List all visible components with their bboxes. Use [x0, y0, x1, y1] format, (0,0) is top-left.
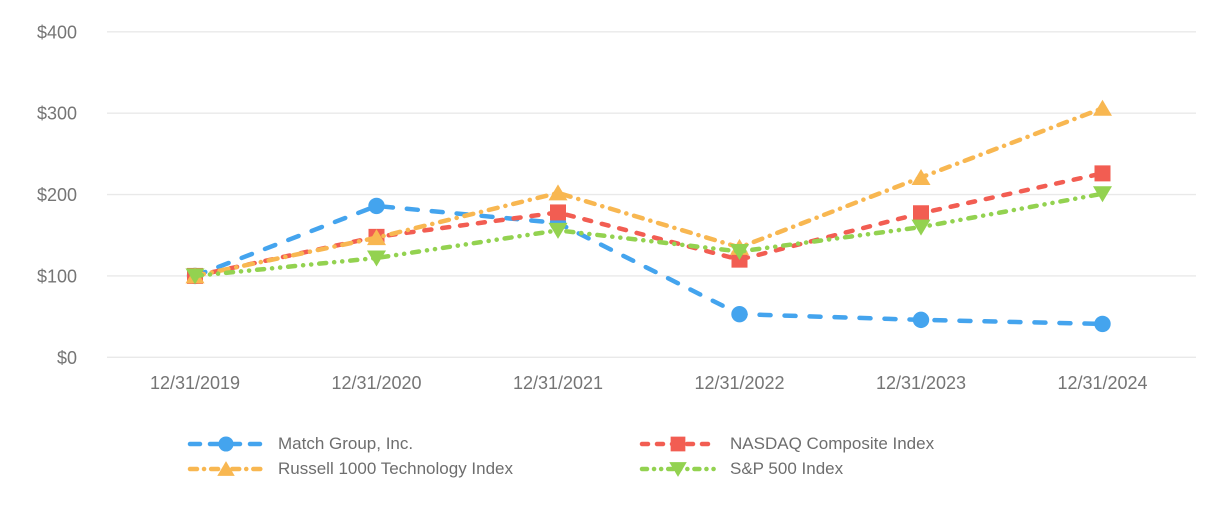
legend-item: Russell 1000 Technology Index: [187, 458, 639, 480]
legend-label: Russell 1000 Technology Index: [278, 459, 514, 478]
legend-item: S&P 500 Index: [639, 458, 934, 480]
x-axis-tick-label: 12/31/2024: [1057, 373, 1147, 393]
square-marker: [913, 205, 929, 222]
legend-line-sample: [187, 436, 265, 452]
legend-label: NASDAQ Composite Index: [730, 434, 935, 453]
chart-legend: Match Group, Inc. NASDAQ Composite Index R…: [187, 433, 934, 480]
legend-label: Match Group, Inc.: [278, 434, 414, 453]
triangle-down-marker: [911, 219, 931, 236]
triangle-up-marker: [548, 184, 568, 201]
triangle-up-marker: [911, 168, 931, 185]
legend-line-sample: [187, 461, 265, 476]
series-line: [192, 171, 1105, 279]
legend-label: S&P 500 Index: [730, 459, 844, 478]
square-marker: [1094, 165, 1111, 182]
legend-item: NASDAQ Composite Index: [639, 433, 934, 455]
x-axis-tick-label: 12/31/2019: [150, 373, 240, 393]
legend-line-sample: [639, 462, 717, 477]
triangle-down-marker: [730, 244, 749, 261]
triangle-down-marker: [185, 268, 205, 285]
circle-marker: [368, 197, 385, 215]
triangle-up-marker: [367, 229, 386, 246]
legend-item: Match Group, Inc.: [187, 433, 639, 455]
series-line: [192, 191, 1105, 279]
legend-line-sample: [639, 436, 717, 452]
circle-marker: [731, 305, 748, 323]
y-axis-tick-label: $300: [37, 104, 77, 124]
triangle-down-marker: [669, 462, 687, 477]
series-line: [192, 106, 1105, 279]
circle-marker: [218, 436, 234, 452]
x-axis-tick-label: 12/31/2022: [694, 373, 784, 393]
y-axis-tick-label: $100: [37, 266, 77, 286]
y-axis-tick-label: $400: [37, 22, 77, 42]
x-axis-tick-label: 12/31/2020: [331, 373, 421, 393]
x-axis-tick-label: 12/31/2023: [876, 373, 966, 393]
triangle-down-marker: [367, 250, 386, 267]
triangle-up-marker: [217, 461, 235, 476]
square-marker: [550, 204, 566, 221]
series-line: [192, 203, 1105, 327]
triangle-down-marker: [1093, 186, 1112, 203]
circle-marker: [912, 311, 930, 329]
square-marker: [670, 436, 686, 452]
triangle-up-marker: [1093, 99, 1112, 116]
x-axis-tick-label: 12/31/2021: [513, 373, 603, 393]
circle-marker: [1094, 315, 1111, 333]
triangle-down-marker: [548, 222, 568, 239]
y-axis-tick-label: $0: [57, 348, 77, 368]
y-axis-tick-label: $200: [37, 185, 77, 205]
